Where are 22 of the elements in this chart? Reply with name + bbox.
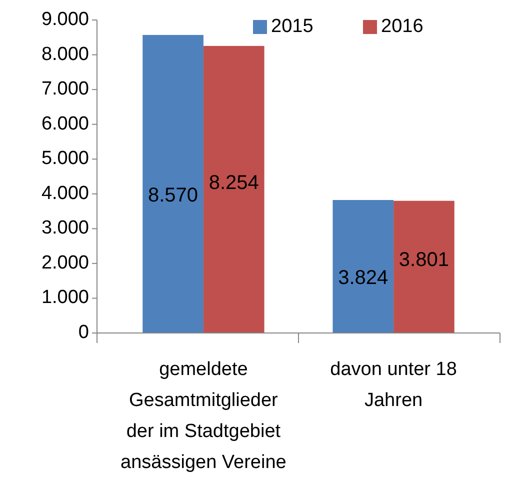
- y-tick-label: 3.000: [41, 218, 89, 239]
- data-label: 8.254: [208, 172, 259, 194]
- x-tick-label: gemeldete Gesamtmitglieder der im Stadtgebiet ansässigen Vereine: [120, 359, 286, 473]
- data-label: 3.801: [398, 249, 449, 272]
- y-tick-label: 9.000: [41, 9, 89, 30]
- y-tick-label: 8.000: [41, 44, 89, 65]
- y-tick-label: 7.000: [41, 78, 89, 100]
- x-tick-label: davon unter 18 Jahren: [330, 359, 457, 411]
- y-tick-label: 4.000: [41, 182, 89, 204]
- bar: [332, 200, 394, 333]
- bar: [142, 34, 204, 333]
- y-tick-label: 5.000: [41, 148, 89, 170]
- data-label: 3.824: [338, 266, 388, 289]
- y-tick-label: 1.000: [41, 287, 89, 308]
- y-tick-label: 0: [78, 322, 89, 344]
- data-label: 8.570: [148, 184, 198, 206]
- y-tick-label: 6.000: [41, 113, 89, 134]
- legend-label: 2015: [271, 16, 314, 38]
- bar: [394, 200, 454, 333]
- bar: [203, 46, 264, 333]
- legend-label: 2016: [381, 16, 424, 38]
- y-tick-label: 2.000: [41, 252, 89, 274]
